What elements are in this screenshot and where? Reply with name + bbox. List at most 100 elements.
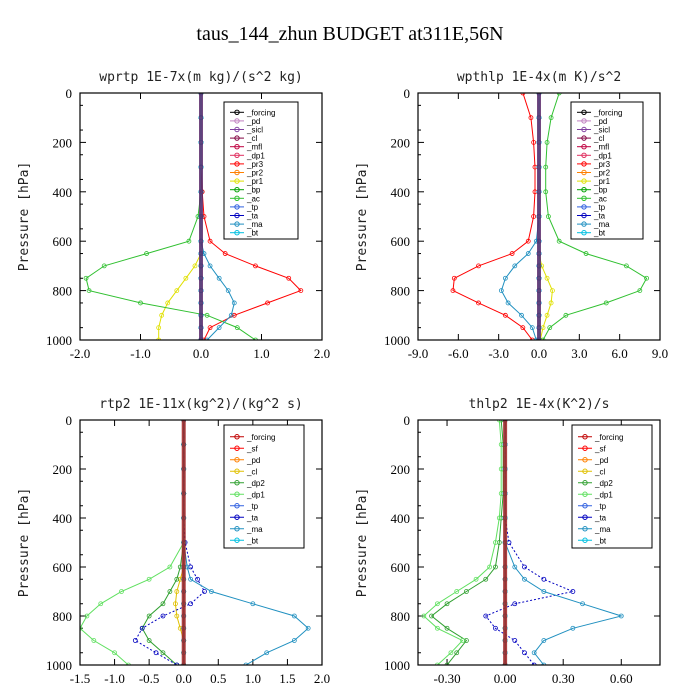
legend-marker: [582, 491, 588, 497]
legend-label: _pr1: [246, 177, 264, 186]
series-point: [493, 564, 498, 570]
y-tick-label: 800: [391, 609, 411, 624]
series-point: [174, 576, 180, 582]
series-point: [476, 263, 481, 269]
legend-label: _ma: [593, 220, 610, 229]
series-point: [291, 613, 297, 619]
series-point: [563, 312, 569, 318]
series-point: [173, 601, 178, 607]
series-point: [512, 638, 518, 643]
series-point: [531, 662, 537, 665]
y-tick-label: 400: [53, 511, 73, 526]
legend-label: _ta: [246, 513, 259, 522]
legend-marker: [581, 118, 587, 124]
series-point: [101, 263, 107, 269]
y-tick-label: 1000: [46, 333, 72, 348]
x-tick-label: -6.0: [448, 346, 469, 361]
series-point: [159, 312, 165, 318]
series-point: [450, 288, 456, 294]
series-point: [174, 589, 180, 594]
series-point: [183, 275, 189, 281]
series-point: [291, 638, 297, 643]
series-point: [204, 312, 210, 318]
series-point: [434, 625, 440, 631]
legend-marker: [582, 537, 588, 543]
series-point: [434, 601, 440, 607]
legend-label: _sf: [594, 444, 606, 453]
series-line-ta: [134, 420, 206, 665]
series-group: [80, 420, 311, 665]
legend-label: _bt: [594, 536, 607, 545]
legend: _forcing _sf _pd _cl _dp2 _dp1 _tp _ta _ma _bt: [571, 424, 653, 549]
panels: wprtp 1E-7x(m kg)/(s^2 kg) Pressure [hPa]…: [17, 70, 668, 686]
series-point: [231, 300, 237, 306]
series-group: [450, 93, 649, 340]
legend-label: _mfl: [593, 143, 609, 152]
series-point: [546, 214, 551, 219]
y-axis-label: Pressure [hPa]: [17, 162, 32, 272]
legend-marker: [234, 445, 240, 451]
legend: _forcing _sf _pd _cl _dp2 _dp1 _tp _ta _ma _bt: [223, 424, 305, 549]
series-point: [618, 613, 624, 619]
series-point: [174, 662, 180, 665]
series-point: [160, 650, 166, 656]
series-point: [512, 564, 518, 570]
y-tick-label: 400: [53, 185, 73, 200]
series-point: [167, 589, 173, 594]
x-tick-label: 0.0: [531, 346, 547, 361]
series-point: [644, 275, 649, 281]
legend-label: _dp1: [594, 490, 613, 499]
legend-marker: [234, 178, 240, 184]
series-point: [548, 300, 554, 306]
legend-marker: [234, 468, 240, 474]
x-tick-label: 2.0: [314, 671, 330, 686]
series-point: [126, 662, 131, 665]
series-point: [556, 238, 562, 244]
series-point: [544, 312, 550, 318]
series-point: [473, 576, 479, 582]
legend-marker: [234, 480, 240, 486]
legend-marker: [234, 526, 240, 532]
series-point: [234, 325, 240, 331]
legend-label: _forcing: [593, 108, 622, 117]
series-point: [195, 576, 200, 582]
series-point: [512, 263, 518, 269]
y-axis-label: Pressure [hPa]: [355, 488, 370, 598]
series-point: [188, 564, 194, 570]
legend-marker: [234, 204, 240, 210]
y-tick-label: 0: [66, 86, 73, 101]
series-group: [83, 93, 304, 340]
series-point: [156, 337, 162, 340]
legend-label: _sicl: [246, 126, 263, 135]
series-point: [444, 601, 450, 607]
legend-marker: [234, 126, 240, 133]
legend-label: _tp: [246, 502, 259, 511]
series-point: [522, 564, 527, 570]
legend-label: _ma: [246, 525, 263, 534]
legend-marker: [581, 169, 587, 176]
series-point: [225, 288, 231, 294]
x-tick-label: -9.0: [408, 346, 429, 361]
legend-marker: [582, 445, 588, 451]
legend-marker: [234, 161, 240, 167]
legend-label: _forcing: [594, 433, 623, 442]
series-point: [434, 662, 440, 665]
series-point: [264, 650, 270, 656]
legend-label: _dp2: [246, 479, 265, 488]
series-point: [623, 263, 629, 269]
series-point: [444, 662, 450, 665]
legend-marker: [581, 109, 587, 116]
legend-label: _pd: [246, 456, 260, 465]
legend-marker: [581, 230, 587, 236]
legend-label: _bp: [593, 186, 608, 195]
x-tick-label: 3.0: [571, 346, 587, 361]
y-tick-label: 800: [53, 609, 73, 624]
y-tick-label: 200: [391, 462, 411, 477]
legend-marker: [581, 135, 587, 141]
series-point: [531, 650, 537, 656]
legend-marker: [234, 457, 240, 463]
series-point: [454, 589, 460, 594]
series-point: [298, 288, 304, 294]
legend-marker: [234, 118, 240, 124]
legend-label: _pd: [593, 117, 607, 126]
